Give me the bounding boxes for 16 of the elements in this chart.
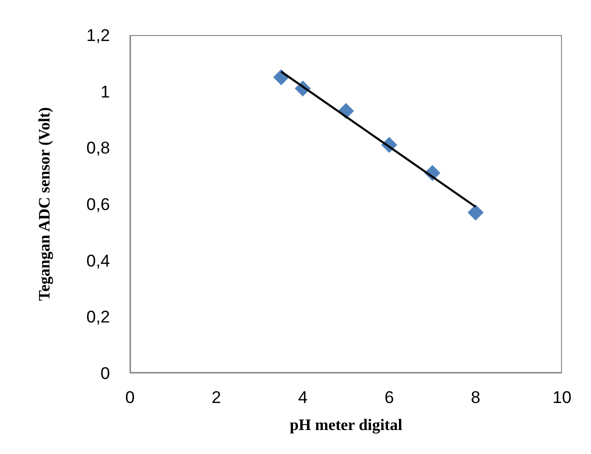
y-tick-label: 0,6 xyxy=(86,195,110,214)
y-tick-label: 1 xyxy=(100,82,110,102)
y-axis-title: Tegangan ADC sensor (Volt) xyxy=(36,107,54,301)
x-tick-label: 4 xyxy=(298,388,308,408)
x-tick-label: 0 xyxy=(125,388,135,408)
x-tick-label: 10 xyxy=(552,388,572,408)
x-tick-label: 6 xyxy=(384,388,394,408)
y-tick-label: 0 xyxy=(100,364,110,384)
y-tick-label: 0,2 xyxy=(86,308,110,327)
x-axis-title: pH meter digital xyxy=(290,417,403,434)
x-tick-label: 2 xyxy=(212,388,222,408)
point xyxy=(468,204,484,220)
y-tick-label: 1,2 xyxy=(86,26,110,46)
x-tick-label: 8 xyxy=(470,388,480,408)
y-tick-label: 0,4 xyxy=(86,251,110,270)
y-tick-label: 0,8 xyxy=(86,138,110,158)
